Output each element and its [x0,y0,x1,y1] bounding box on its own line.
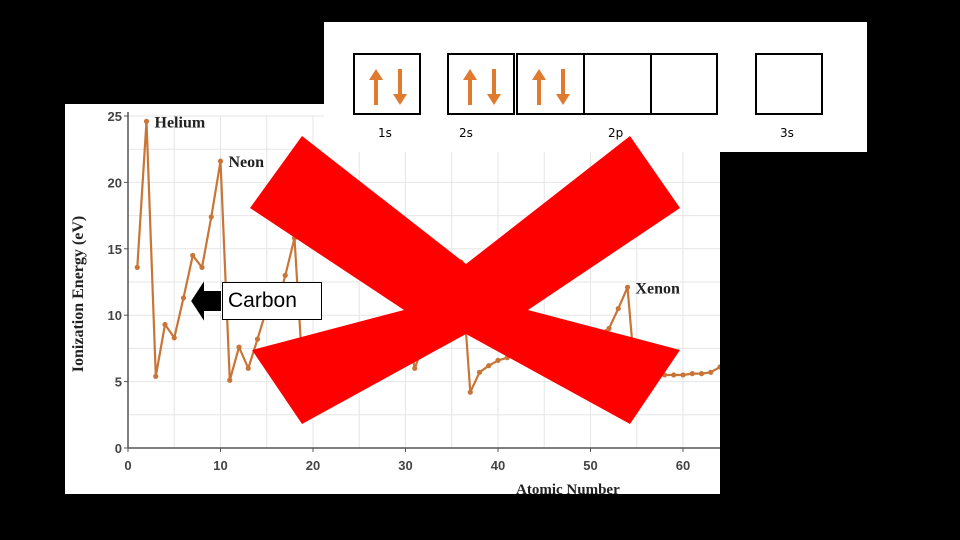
data-point [171,335,177,341]
red-x-icon [250,136,680,424]
chart-tick-labels: 0 5 10 15 20 25 0 10 20 30 40 50 60 [108,109,691,473]
spin-down-arrow-icon [487,69,501,109]
orbital-box [650,53,718,115]
y-tick-label: 0 [115,441,122,456]
y-tick-label: 5 [115,375,122,390]
data-point [606,325,612,332]
data-point [153,373,159,379]
spin-up-arrow-icon [369,69,383,109]
data-point [208,214,214,220]
data-point [467,389,473,395]
data-point [227,377,233,383]
chart-axes [124,112,720,452]
data-point [254,336,261,342]
orbital-label: 1s [378,126,392,140]
orbital-box [447,53,515,115]
x-tick-label: 60 [676,458,690,473]
data-point [495,357,501,363]
x-tick-label: 50 [583,458,597,473]
data-point [245,365,251,371]
data-point [217,158,224,164]
data-point [134,264,140,270]
orbital-label: 2s [459,126,473,140]
data-point [615,305,621,312]
orbital-box [755,53,823,115]
data-point [717,364,720,370]
x-axis-label: Atomic Number [516,482,620,494]
data-point [236,344,242,350]
data-point [199,264,205,270]
carbon-callout-label: Carbon [222,282,322,320]
data-point [486,363,492,369]
spin-up-arrow-icon [532,69,546,109]
y-tick-label: 25 [108,109,122,124]
data-point [698,371,705,377]
annotation-label: Helium [155,114,206,131]
data-point [190,252,196,259]
x-tick-label: 10 [213,458,227,473]
orbital-diagram: 1s 2s 2p 3s [324,22,867,152]
data-point [476,369,483,375]
annotation-label: Neon [229,154,265,171]
spin-down-arrow-icon [393,69,407,109]
x-tick-label: 0 [124,458,131,473]
data-point [680,372,686,378]
y-tick-label: 10 [108,308,122,323]
data-point [671,372,677,378]
annotation-label: Xenon [636,280,681,297]
data-point [412,365,418,371]
data-point [708,369,714,375]
x-tick-label: 30 [398,458,412,473]
x-tick-label: 40 [491,458,505,473]
spin-up-arrow-icon [463,69,477,109]
orbital-box [516,53,585,115]
y-tick-label: 20 [108,175,122,190]
x-tick-label: 20 [306,458,320,473]
data-point [624,284,631,290]
orbital-box [353,53,421,115]
data-point [180,295,187,301]
y-axis-label: Ionization Energy (eV) [70,216,87,372]
spin-down-arrow-icon [556,69,570,109]
y-tick-label: 15 [108,242,122,257]
chart-annotations: Helium Neon Xenon [155,114,681,297]
orbital-label: 3s [780,126,794,140]
data-point [689,371,695,377]
callout-arrow-icon [188,276,223,326]
data-point [143,118,150,124]
orbital-box [583,53,652,115]
data-point [162,321,168,328]
data-point [282,272,288,278]
orbital-label: 2p [608,126,624,140]
